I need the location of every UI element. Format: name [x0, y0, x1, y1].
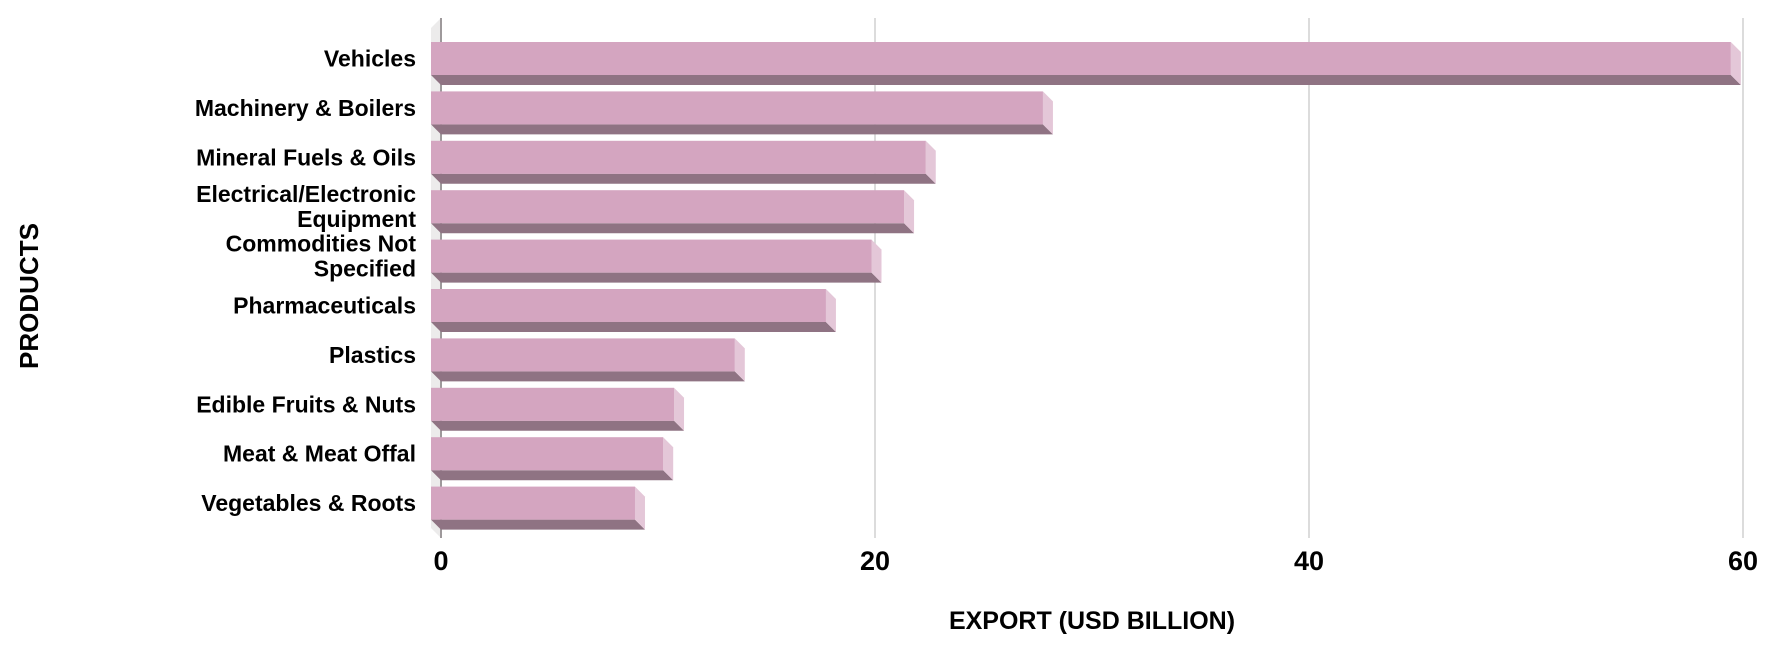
bar-front-face	[431, 140, 926, 174]
bar-end-cap	[871, 239, 882, 283]
bar-vegetables-roots	[431, 486, 645, 530]
bar-front-face	[431, 289, 826, 322]
category-label-meat-meat-offal: Meat & Meat Offal	[223, 441, 416, 467]
bar-end-cap	[674, 387, 685, 431]
bar-bottom-face	[431, 371, 745, 382]
category-label-pharmaceuticals: Pharmaceuticals	[233, 293, 416, 319]
bar-pharmaceuticals	[431, 289, 836, 332]
bar-meat-meat-offal	[431, 437, 674, 481]
bar-bottom-face	[431, 420, 685, 431]
bar-end-cap	[904, 190, 915, 234]
bar-front-face	[431, 338, 735, 372]
bar-end-cap	[825, 289, 836, 332]
bar-front-face	[431, 239, 872, 273]
bar-bottom-face	[431, 124, 1053, 135]
bar-front-face	[431, 91, 1043, 125]
category-label-electrical-electronic-equipment: Electrical/Electronic Equipment	[196, 181, 416, 232]
bar-end-cap	[1042, 91, 1053, 135]
bar-front-face	[431, 486, 635, 520]
bar-plastics	[431, 338, 745, 382]
bar-front-face	[431, 387, 675, 421]
bar-edible-fruits-nuts	[431, 387, 685, 431]
bar-vehicles	[431, 42, 1741, 85]
bar-end-cap	[663, 437, 674, 481]
y-axis-title: PRODUCTS	[14, 223, 44, 369]
bar-bottom-face	[431, 322, 836, 332]
x-tick-40: 40	[1294, 546, 1324, 576]
category-label-plastics: Plastics	[329, 342, 416, 368]
bar-bottom-face	[431, 272, 882, 283]
bar-end-cap	[734, 338, 745, 382]
bar-front-face	[431, 437, 664, 471]
bar-end-cap	[1730, 42, 1741, 85]
category-label-vegetables-roots: Vegetables & Roots	[201, 490, 416, 516]
category-label-edible-fruits-nuts: Edible Fruits & Nuts	[196, 391, 416, 417]
category-label-mineral-fuels-oils: Mineral Fuels & Oils	[196, 144, 416, 170]
bar-machinery-boilers	[431, 91, 1053, 135]
bar-bottom-face	[431, 75, 1741, 85]
x-tick-20: 20	[860, 546, 890, 576]
bar-bottom-face	[431, 223, 915, 234]
bar-front-face	[431, 190, 905, 224]
category-label-machinery-boilers: Machinery & Boilers	[195, 95, 416, 121]
bar-bottom-face	[431, 519, 645, 530]
category-label-vehicles: Vehicles	[324, 46, 416, 72]
bar-mineral-fuels-oils	[431, 140, 936, 184]
bar-end-cap	[634, 486, 645, 530]
bar-electrical-electronic-equipment	[431, 190, 915, 234]
category-label-commodities-not-specified: Commodities Not Specified	[226, 231, 417, 282]
bar-bottom-face	[431, 470, 674, 481]
x-tick-60: 60	[1728, 546, 1758, 576]
bar-bottom-face	[431, 173, 936, 184]
bar-commodities-not-specified	[431, 239, 882, 283]
bar-end-cap	[925, 140, 936, 184]
bar-front-face	[431, 42, 1731, 75]
x-axis-title: EXPORT (USD BILLION)	[949, 607, 1235, 635]
x-tick-0: 0	[433, 546, 448, 576]
